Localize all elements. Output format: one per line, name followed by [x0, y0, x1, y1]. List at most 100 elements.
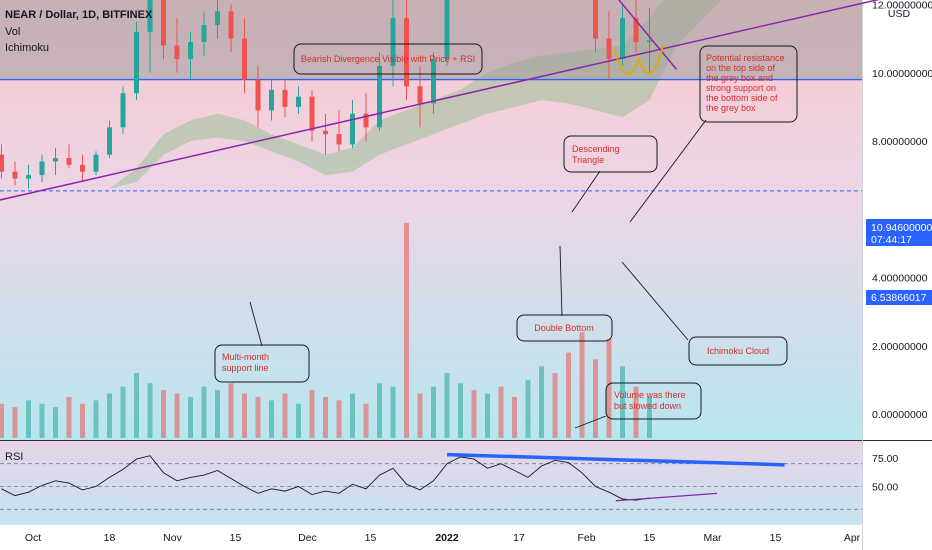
callout-bearish-divergence: Bearish Divergence Visible with Price + …	[293, 43, 483, 75]
volume-bar	[458, 383, 463, 438]
volume-bar	[134, 373, 139, 438]
candle-body	[66, 158, 72, 165]
price-tick-label: 2.00000000	[872, 341, 928, 353]
time-tick-label: Oct	[25, 532, 41, 544]
candle-body	[255, 79, 261, 111]
candle-body	[309, 96, 315, 131]
candle-body	[390, 18, 396, 66]
candle-body	[242, 38, 247, 80]
volume-bar	[188, 396, 193, 438]
volume-bar	[377, 383, 382, 438]
candle-body	[296, 96, 301, 107]
price-axis-bg	[862, 0, 932, 550]
candle-body	[228, 11, 234, 39]
time-tick-label: 2022	[435, 532, 459, 544]
volume-bar	[107, 393, 112, 438]
callout-volume-line-2: but slowed down	[614, 401, 681, 411]
rsi-tick-label: 50.00	[872, 482, 898, 494]
volume-bar	[26, 400, 31, 438]
volume-bar	[471, 390, 477, 438]
candle-body	[620, 18, 625, 60]
candle-body	[633, 18, 639, 43]
volume-bar	[66, 396, 72, 438]
volume-bar	[539, 366, 544, 438]
callout-descending-triangle: Descending Triangle	[563, 135, 658, 173]
volume-bar	[363, 403, 369, 438]
price-tick-label: 12.00000000	[872, 0, 932, 12]
candle-body	[431, 59, 436, 104]
candle-body	[147, 0, 153, 32]
volume-bar	[620, 366, 625, 438]
current-price-tag	[866, 219, 932, 246]
volume-bar	[0, 403, 4, 438]
candle-body	[444, 0, 450, 60]
symbol-title: NEAR / Dollar, 1D, BITFINEX	[5, 9, 153, 21]
multi-month-support-line	[0, 0, 880, 201]
callout-support-line-2: support line	[222, 363, 269, 373]
level-price-value: 6.53866017	[871, 292, 927, 304]
price-tick-label: 10.00000000	[872, 68, 932, 80]
candle-body	[93, 154, 99, 172]
candle-body	[282, 89, 288, 107]
callout-resistance-line-4: strong support on	[706, 83, 776, 93]
candles-layer	[0, 0, 652, 189]
volume-layer	[0, 222, 652, 438]
rsi-divergence-line	[446, 452, 785, 467]
time-tick-label: Apr	[844, 532, 861, 544]
volume-bar	[309, 390, 315, 438]
candle-body	[404, 18, 409, 87]
time-tick-label: Feb	[577, 532, 595, 544]
countdown-timer: 07:44:17	[871, 234, 912, 246]
candle-body	[161, 0, 166, 46]
rsi-layer	[0, 452, 862, 510]
candle-body	[80, 164, 85, 172]
volume-bar	[93, 400, 99, 438]
candle-body	[53, 158, 58, 162]
volume-bar	[120, 386, 126, 438]
candle-body	[39, 161, 45, 176]
price-axis-unit: USD	[888, 8, 911, 20]
candle-body	[107, 127, 112, 155]
volume-bar	[404, 222, 409, 438]
volume-bar	[53, 407, 58, 438]
callout-resistance-line-3: the grey box and	[706, 73, 773, 83]
volume-bar	[147, 383, 153, 438]
callout-resistance-line-1: Potential resistance	[706, 53, 785, 63]
callout-support-line: Multi-month support line	[214, 344, 310, 383]
candle-body	[269, 89, 274, 111]
volume-bar	[269, 400, 274, 438]
volume-bar	[417, 393, 423, 438]
volume-bar	[336, 400, 342, 438]
time-tick-label: 15	[230, 532, 242, 544]
callout-double-bottom: Double Bottom	[516, 314, 613, 342]
candle-body	[323, 130, 328, 135]
volume-bar	[431, 386, 436, 438]
volume-bar	[242, 393, 247, 438]
time-tick-label: 15	[365, 532, 377, 544]
callout-resistance-line-6: the grey box	[706, 103, 756, 113]
rsi-line	[1, 455, 650, 501]
price-tick-label: 8.00000000	[872, 136, 928, 148]
candle-body	[12, 171, 18, 179]
callout-double-bottom-text: Double Bottom	[534, 323, 594, 333]
candle-body	[215, 11, 220, 25]
callout-volume: Volume was there but slowed down	[605, 382, 702, 420]
time-tick-label: 18	[104, 532, 116, 544]
time-tick-label: Dec	[298, 532, 317, 544]
volume-bar	[579, 332, 585, 438]
candle-body	[201, 24, 207, 43]
callout-resistance: Potential resistance on the top side of …	[699, 45, 798, 123]
candle-body	[417, 86, 423, 104]
volume-bar	[12, 407, 18, 438]
time-tick-label: 17	[513, 532, 525, 544]
callout-volume-line-1: Volume was there	[614, 390, 686, 400]
volume-bar	[215, 390, 220, 438]
volume-bar	[633, 386, 639, 438]
volume-bar	[174, 393, 180, 438]
rsi-rising-line	[615, 492, 718, 502]
candle-body	[647, 40, 652, 43]
candle-body	[174, 45, 180, 60]
current-price-value: 10.94600000	[871, 222, 932, 234]
double-bottom-curve	[613, 45, 664, 75]
